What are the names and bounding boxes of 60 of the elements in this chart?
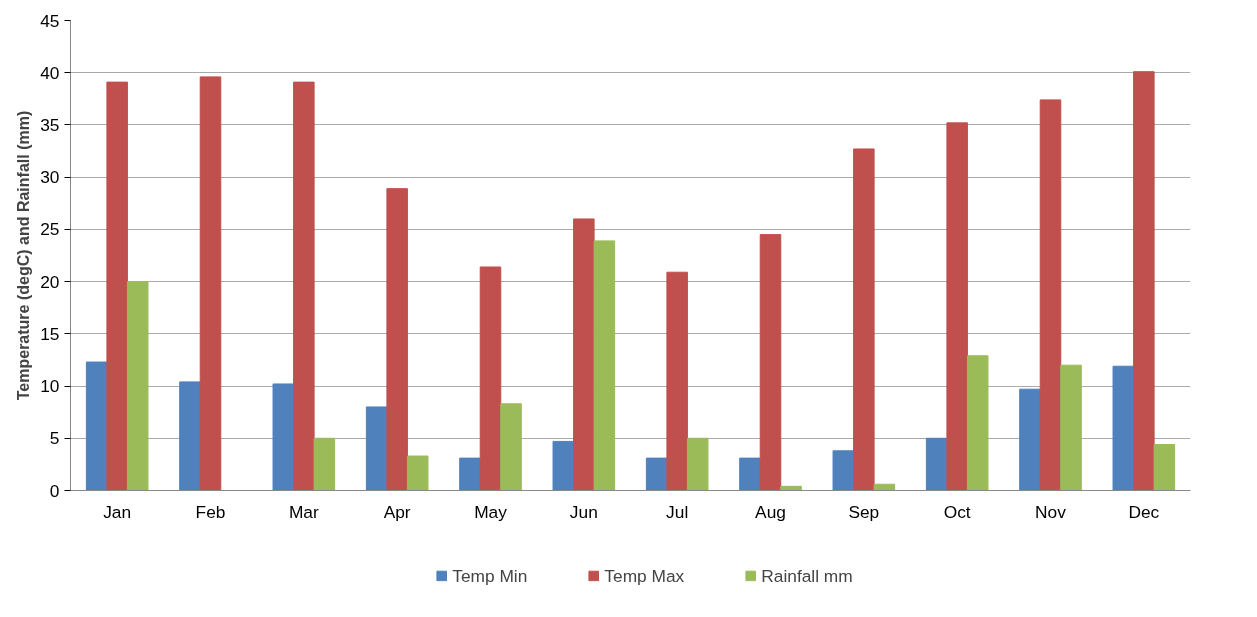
y-tick-label: 0 [49,480,60,501]
y-tick-label: 15 [40,323,60,344]
bar [666,271,688,491]
y-tick-label: 5 [49,428,60,449]
bar [573,218,595,491]
y-axis-title: Temperature (degC) and Rainfall (mm) [15,110,33,401]
y-tick-label: 25 [40,219,60,240]
x-tick-label: Dec [1128,501,1160,522]
bar [126,281,149,491]
y-tick-label: 10 [40,376,60,397]
bar [853,148,875,491]
bar [1153,444,1176,491]
bar [593,240,616,491]
bar [1060,364,1082,491]
bar [365,406,388,491]
bar [552,440,575,491]
x-tick-label: Mar [288,501,319,522]
x-tick-label: Jul [666,501,689,522]
bar [832,450,855,491]
y-tick-label: 35 [40,114,60,135]
y-tick-label: 45 [40,10,60,31]
bar [686,437,709,491]
bar [645,457,668,491]
bar [925,437,948,491]
x-tick-label: Jun [569,501,598,522]
y-tick-label: 30 [40,167,60,188]
x-tick-label: Nov [1035,501,1067,522]
x-tick-label: Feb [195,501,226,522]
bar [1133,71,1155,491]
y-tick-label: 20 [40,271,60,292]
bar [500,403,522,491]
bar [739,457,761,491]
bar [946,122,968,491]
bar [1039,99,1062,491]
y-tick-label: 40 [40,62,60,83]
bar [386,188,408,491]
bar [1112,365,1135,491]
bar [313,437,336,491]
bar [479,266,502,491]
bar [272,383,295,491]
bar [459,457,481,491]
legend-label: Rainfall mm [761,565,853,587]
x-tick-label: Oct [943,501,971,522]
x-tick-label: Jan [103,501,132,522]
bar [1019,388,1041,491]
bar [873,483,896,491]
legend-label: Temp Min [452,565,528,587]
legend-label: Temp Max [604,565,685,587]
bar [106,81,128,491]
bar [966,355,989,491]
bar [406,455,429,491]
bar [199,76,222,491]
bar [85,361,108,491]
x-tick-label: Aug [755,501,786,522]
x-tick-label: May [474,501,508,522]
bar [293,81,315,491]
bar [179,381,201,491]
bar [759,234,782,491]
x-tick-label: Sep [848,501,880,522]
x-tick-label: Apr [383,501,411,522]
